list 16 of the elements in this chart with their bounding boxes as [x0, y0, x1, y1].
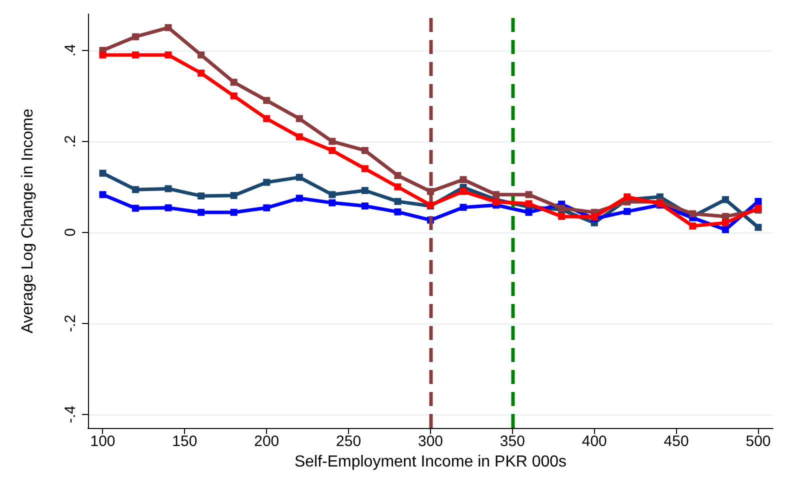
y-tick-label: -.2 — [62, 314, 79, 332]
y-axis-title: Average Log Change in Income — [20, 108, 36, 334]
x-tick-label: 100 — [90, 433, 116, 450]
x-tick-label: 200 — [254, 433, 280, 450]
y-tick-label: -.4 — [62, 406, 79, 424]
y-tick-label: .2 — [62, 135, 79, 148]
x-tick-label: 350 — [500, 433, 525, 450]
x-tick-label: 150 — [172, 433, 198, 450]
x-tick-label: 300 — [418, 433, 444, 450]
x-axis-title: Self-Employment Income in PKR 000s — [294, 453, 567, 470]
y-tick-label: .4 — [62, 44, 79, 57]
x-tick-label: 500 — [746, 433, 771, 450]
x-tick-label: 450 — [664, 433, 689, 450]
x-tick-label: 400 — [582, 433, 607, 450]
x-tick-label: 250 — [336, 433, 362, 450]
y-tick-label: 0 — [62, 228, 79, 237]
